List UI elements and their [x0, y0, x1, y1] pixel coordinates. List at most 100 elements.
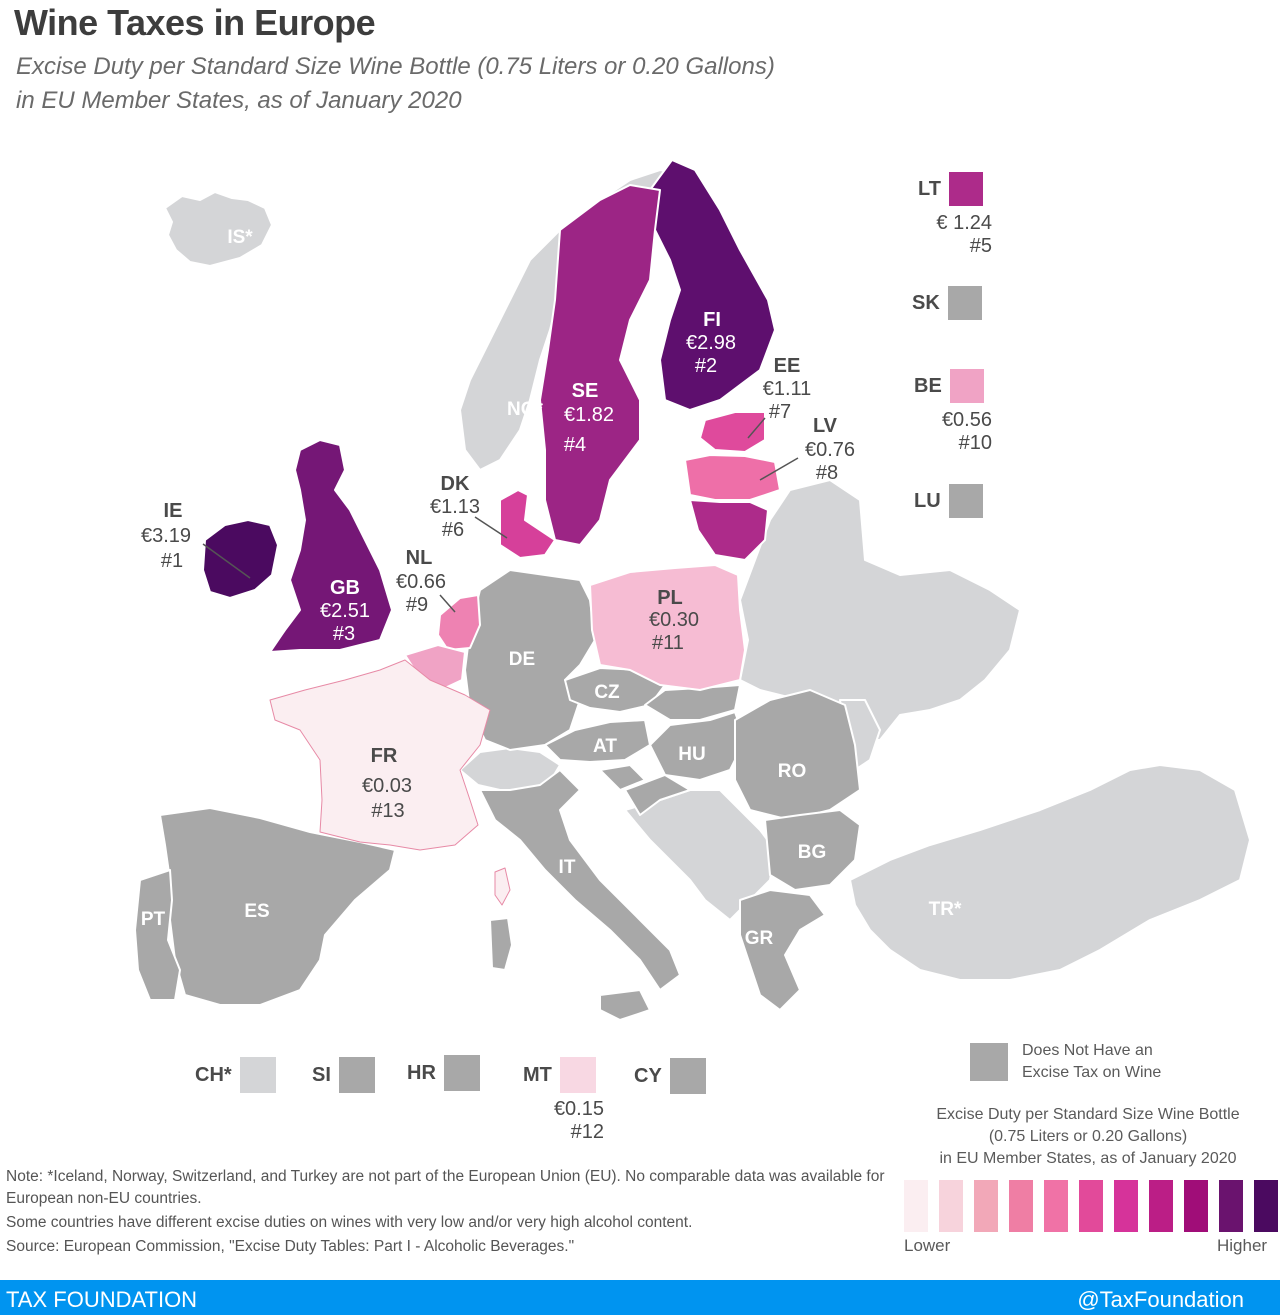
label-group-lv: LV €0.76 #8	[805, 415, 855, 484]
label-tr: TR*	[929, 899, 962, 920]
country-lithuania	[689, 499, 769, 561]
svg-text:€2.98: €2.98	[686, 332, 736, 354]
swatch-hr	[443, 1055, 480, 1091]
country-bulgaria	[764, 809, 861, 891]
label-group-fi: FI €2.98 #2	[686, 309, 736, 377]
side-key-lu: LU	[914, 484, 983, 518]
swatch-sk	[947, 286, 982, 320]
country-sardinia	[489, 917, 513, 971]
footer-handle[interactable]: @TaxFoundation	[1077, 1286, 1244, 1312]
subtitle-line-1: Excise Duty per Standard Size Wine Bottl…	[16, 53, 775, 80]
country-sicily	[599, 989, 651, 1021]
color-scale	[904, 1180, 1278, 1232]
page-subtitle: Excise Duty per Standard Size Wine Bottl…	[16, 50, 916, 118]
svg-text:#8: #8	[816, 462, 838, 484]
bottom-key-mt: MT	[523, 1057, 596, 1093]
svg-text:€0.76: €0.76	[805, 439, 855, 461]
label-pt: PT	[141, 909, 166, 930]
country-portugal	[134, 869, 181, 1001]
bottom-key-ch: CH*	[195, 1057, 276, 1093]
side-value-lt: € 1.24 #5	[936, 212, 992, 257]
label-group-nl: NL €0.66 #9	[396, 547, 446, 616]
subtitle-line-2: in EU Member States, as of January 2020	[16, 87, 462, 114]
label-group-dk: DK €1.13 #6	[430, 473, 480, 541]
svg-text:NL: NL	[406, 547, 433, 569]
scale-cell-5	[1044, 1180, 1068, 1232]
swatch-ch	[239, 1057, 276, 1093]
scale-high-label: Higher	[1217, 1236, 1268, 1255]
country-corsica	[494, 867, 511, 906]
svg-text:#13: #13	[371, 800, 404, 822]
country-uk	[269, 439, 393, 653]
swatch-lu	[948, 484, 983, 518]
note-1: Note: *Iceland, Norway, Switzerland, and…	[6, 1168, 885, 1207]
scale-cell-6	[1079, 1180, 1103, 1232]
scale-cell-9	[1184, 1180, 1208, 1232]
svg-text:LV: LV	[813, 415, 838, 437]
svg-text:#2: #2	[695, 355, 717, 377]
country-slovakia	[644, 684, 741, 721]
bottom-key-hr: HR	[407, 1055, 480, 1091]
svg-text:€3.19: €3.19	[141, 525, 191, 547]
scale-cell-2	[939, 1180, 963, 1232]
country-balkans-west	[624, 789, 776, 921]
svg-text:€0.66: €0.66	[396, 571, 446, 593]
note-2: Some countries have different excise dut…	[6, 1214, 693, 1231]
country-denmark	[499, 489, 556, 559]
country-france	[269, 659, 491, 851]
svg-text:€0.30: €0.30	[649, 609, 699, 631]
country-poland	[589, 564, 746, 691]
scale-cell-4	[1009, 1180, 1033, 1232]
swatch-si	[338, 1057, 375, 1093]
footer-brand: TAX FOUNDATION	[6, 1286, 198, 1312]
swatch-be	[949, 369, 984, 403]
label-cz: CZ	[594, 682, 620, 703]
leader-line-ie	[202, 543, 251, 579]
notes: Note: *Iceland, Norway, Switzerland, and…	[6, 1166, 886, 1260]
side-key-be: BE	[914, 369, 984, 403]
label-es: ES	[244, 901, 269, 922]
country-romania	[734, 689, 861, 821]
country-belarus-ukraine	[739, 479, 1021, 741]
svg-text:EE: EE	[774, 355, 801, 377]
svg-text:€1.11: €1.11	[763, 378, 812, 400]
label-is: IS*	[227, 227, 253, 248]
country-finland	[649, 159, 776, 411]
swatch-mt	[559, 1057, 596, 1093]
scale-cell-1	[904, 1180, 928, 1232]
svg-text:PL: PL	[657, 587, 683, 609]
svg-text:#4: #4	[564, 434, 586, 456]
bottom-key-si: SI	[312, 1057, 375, 1093]
country-latvia	[684, 454, 781, 501]
label-no: NO*	[507, 399, 544, 420]
country-iceland	[164, 191, 273, 267]
svg-text:€1.82: €1.82	[564, 404, 614, 426]
leader-line-nl	[439, 594, 456, 613]
svg-text:GB: GB	[330, 577, 360, 599]
europe-map: IS* NO* TR* DE CZ AT HU RO BG GR IT ES P…	[134, 159, 1251, 1021]
country-turkey	[849, 764, 1251, 981]
svg-text:#9: #9	[406, 594, 428, 616]
label-bg: BG	[798, 842, 827, 863]
swatch-no-excise	[970, 1043, 1008, 1081]
country-greece	[739, 889, 826, 1011]
svg-text:#6: #6	[442, 519, 464, 541]
label-group-ee: EE €1.11 #7	[763, 355, 812, 423]
label-group-ie: IE €3.19 #1	[141, 500, 191, 572]
scale-low-label: Lower	[904, 1236, 951, 1255]
bottom-key-cy: CY	[634, 1058, 706, 1094]
svg-text:FI: FI	[703, 309, 721, 331]
svg-text:#1: #1	[161, 550, 183, 572]
svg-text:SE: SE	[572, 380, 599, 402]
svg-text:€2.51: €2.51	[320, 600, 370, 622]
label-group-gb: GB €2.51 #3	[320, 577, 370, 645]
svg-text:€1.13: €1.13	[430, 496, 480, 518]
country-sweden	[539, 184, 661, 546]
bottom-value-mt: €0.15 #12	[553, 1098, 604, 1143]
label-gr: GR	[745, 928, 774, 949]
svg-text:#3: #3	[333, 623, 355, 645]
legend-title: Excise Duty per Standard Size Wine Bottl…	[936, 1106, 1240, 1167]
svg-text:IE: IE	[164, 500, 183, 522]
label-group-fr: FR €0.03 #13	[362, 745, 412, 822]
label-ro: RO	[778, 761, 807, 782]
